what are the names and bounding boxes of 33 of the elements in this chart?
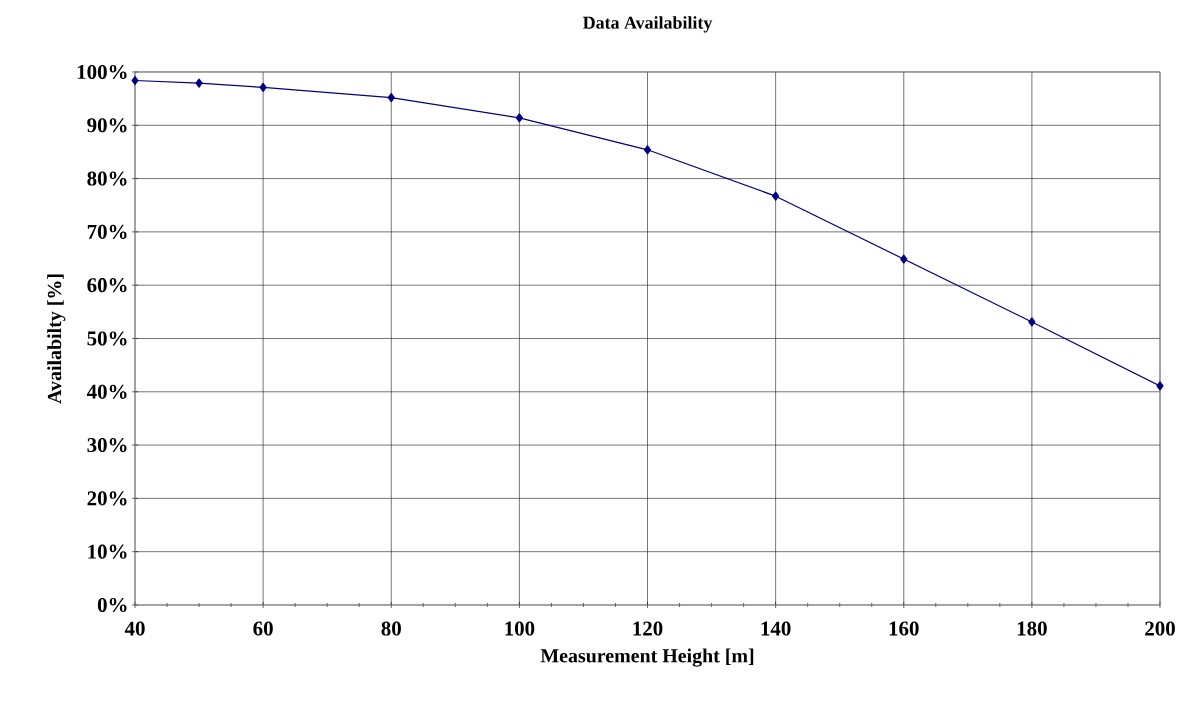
- point: [387, 92, 395, 103]
- x-tick-label: 200: [1145, 621, 1175, 636]
- x-tick-label: 140: [761, 621, 791, 636]
- point: [515, 113, 523, 123]
- point: [1156, 381, 1164, 391]
- point: [131, 75, 139, 86]
- x-tick-label: 120: [633, 621, 663, 636]
- x-tick-label: 40: [124, 621, 145, 636]
- point: [772, 191, 780, 201]
- y-tick-label: 100%: [77, 64, 127, 80]
- y-tick-label: 80%: [87, 171, 127, 186]
- y-tick-label: 20%: [87, 491, 127, 506]
- y-tick-label: 90%: [87, 118, 127, 133]
- y-axis-title: Availabilty [%]: [47, 274, 66, 404]
- x-tick-label: 160: [889, 621, 919, 636]
- point: [643, 145, 652, 155]
- point: [1028, 317, 1036, 327]
- y-tick-label: 30%: [87, 438, 127, 453]
- y-tick-label: 50%: [87, 331, 127, 346]
- x-tick-label: 100: [505, 621, 535, 636]
- y-tick-label: 40%: [86, 384, 127, 399]
- y-tick-label: 0%: [97, 597, 127, 613]
- x-tick-label: 180: [1017, 621, 1047, 636]
- point: [900, 254, 908, 264]
- point: [195, 78, 203, 88]
- x-tick-label: 80: [381, 621, 401, 636]
- y-tick-label: 60%: [87, 278, 127, 293]
- point: [259, 82, 267, 93]
- x-axis-title: Measurement Height [m]: [540, 648, 754, 667]
- y-tick-label: 70%: [87, 224, 127, 239]
- y-tick-label: 10%: [88, 544, 127, 559]
- chart-title: Data Availability: [582, 16, 713, 33]
- x-tick-label: 60: [253, 621, 273, 636]
